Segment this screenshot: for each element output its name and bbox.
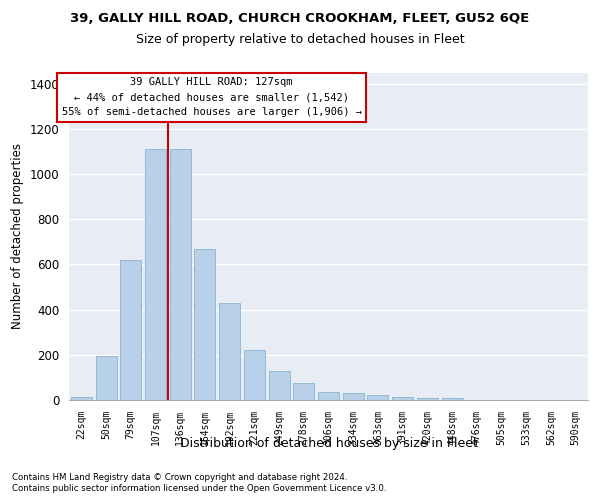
Bar xyxy=(293,383,314,400)
Text: 39, GALLY HILL ROAD, CHURCH CROOKHAM, FLEET, GU52 6QE: 39, GALLY HILL ROAD, CHURCH CROOKHAM, FL… xyxy=(70,12,530,26)
Bar xyxy=(417,398,438,400)
Bar xyxy=(392,396,413,400)
Bar xyxy=(269,370,290,400)
Bar xyxy=(219,303,240,400)
Y-axis label: Number of detached properties: Number of detached properties xyxy=(11,143,24,329)
Bar xyxy=(95,356,116,400)
Text: Contains public sector information licensed under the Open Government Licence v3: Contains public sector information licen… xyxy=(12,484,386,493)
Bar xyxy=(318,392,339,400)
Text: Size of property relative to detached houses in Fleet: Size of property relative to detached ho… xyxy=(136,32,464,46)
Bar xyxy=(170,150,191,400)
Bar xyxy=(71,396,92,400)
Bar xyxy=(145,150,166,400)
Bar xyxy=(367,396,388,400)
Bar xyxy=(343,393,364,400)
Text: 39 GALLY HILL ROAD: 127sqm
← 44% of detached houses are smaller (1,542)
55% of s: 39 GALLY HILL ROAD: 127sqm ← 44% of deta… xyxy=(62,78,362,117)
Text: Distribution of detached houses by size in Fleet: Distribution of detached houses by size … xyxy=(180,438,478,450)
Bar xyxy=(194,248,215,400)
Bar xyxy=(120,260,141,400)
Bar xyxy=(244,350,265,400)
Text: Contains HM Land Registry data © Crown copyright and database right 2024.: Contains HM Land Registry data © Crown c… xyxy=(12,472,347,482)
Bar xyxy=(442,398,463,400)
